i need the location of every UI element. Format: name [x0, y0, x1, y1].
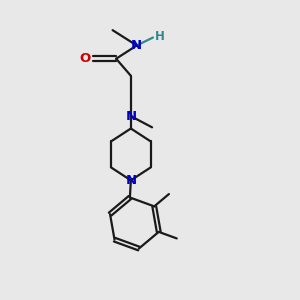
- Text: O: O: [79, 52, 91, 65]
- Text: H: H: [155, 30, 165, 43]
- Text: N: N: [131, 39, 142, 52]
- Text: N: N: [125, 174, 136, 187]
- Text: N: N: [125, 110, 136, 123]
